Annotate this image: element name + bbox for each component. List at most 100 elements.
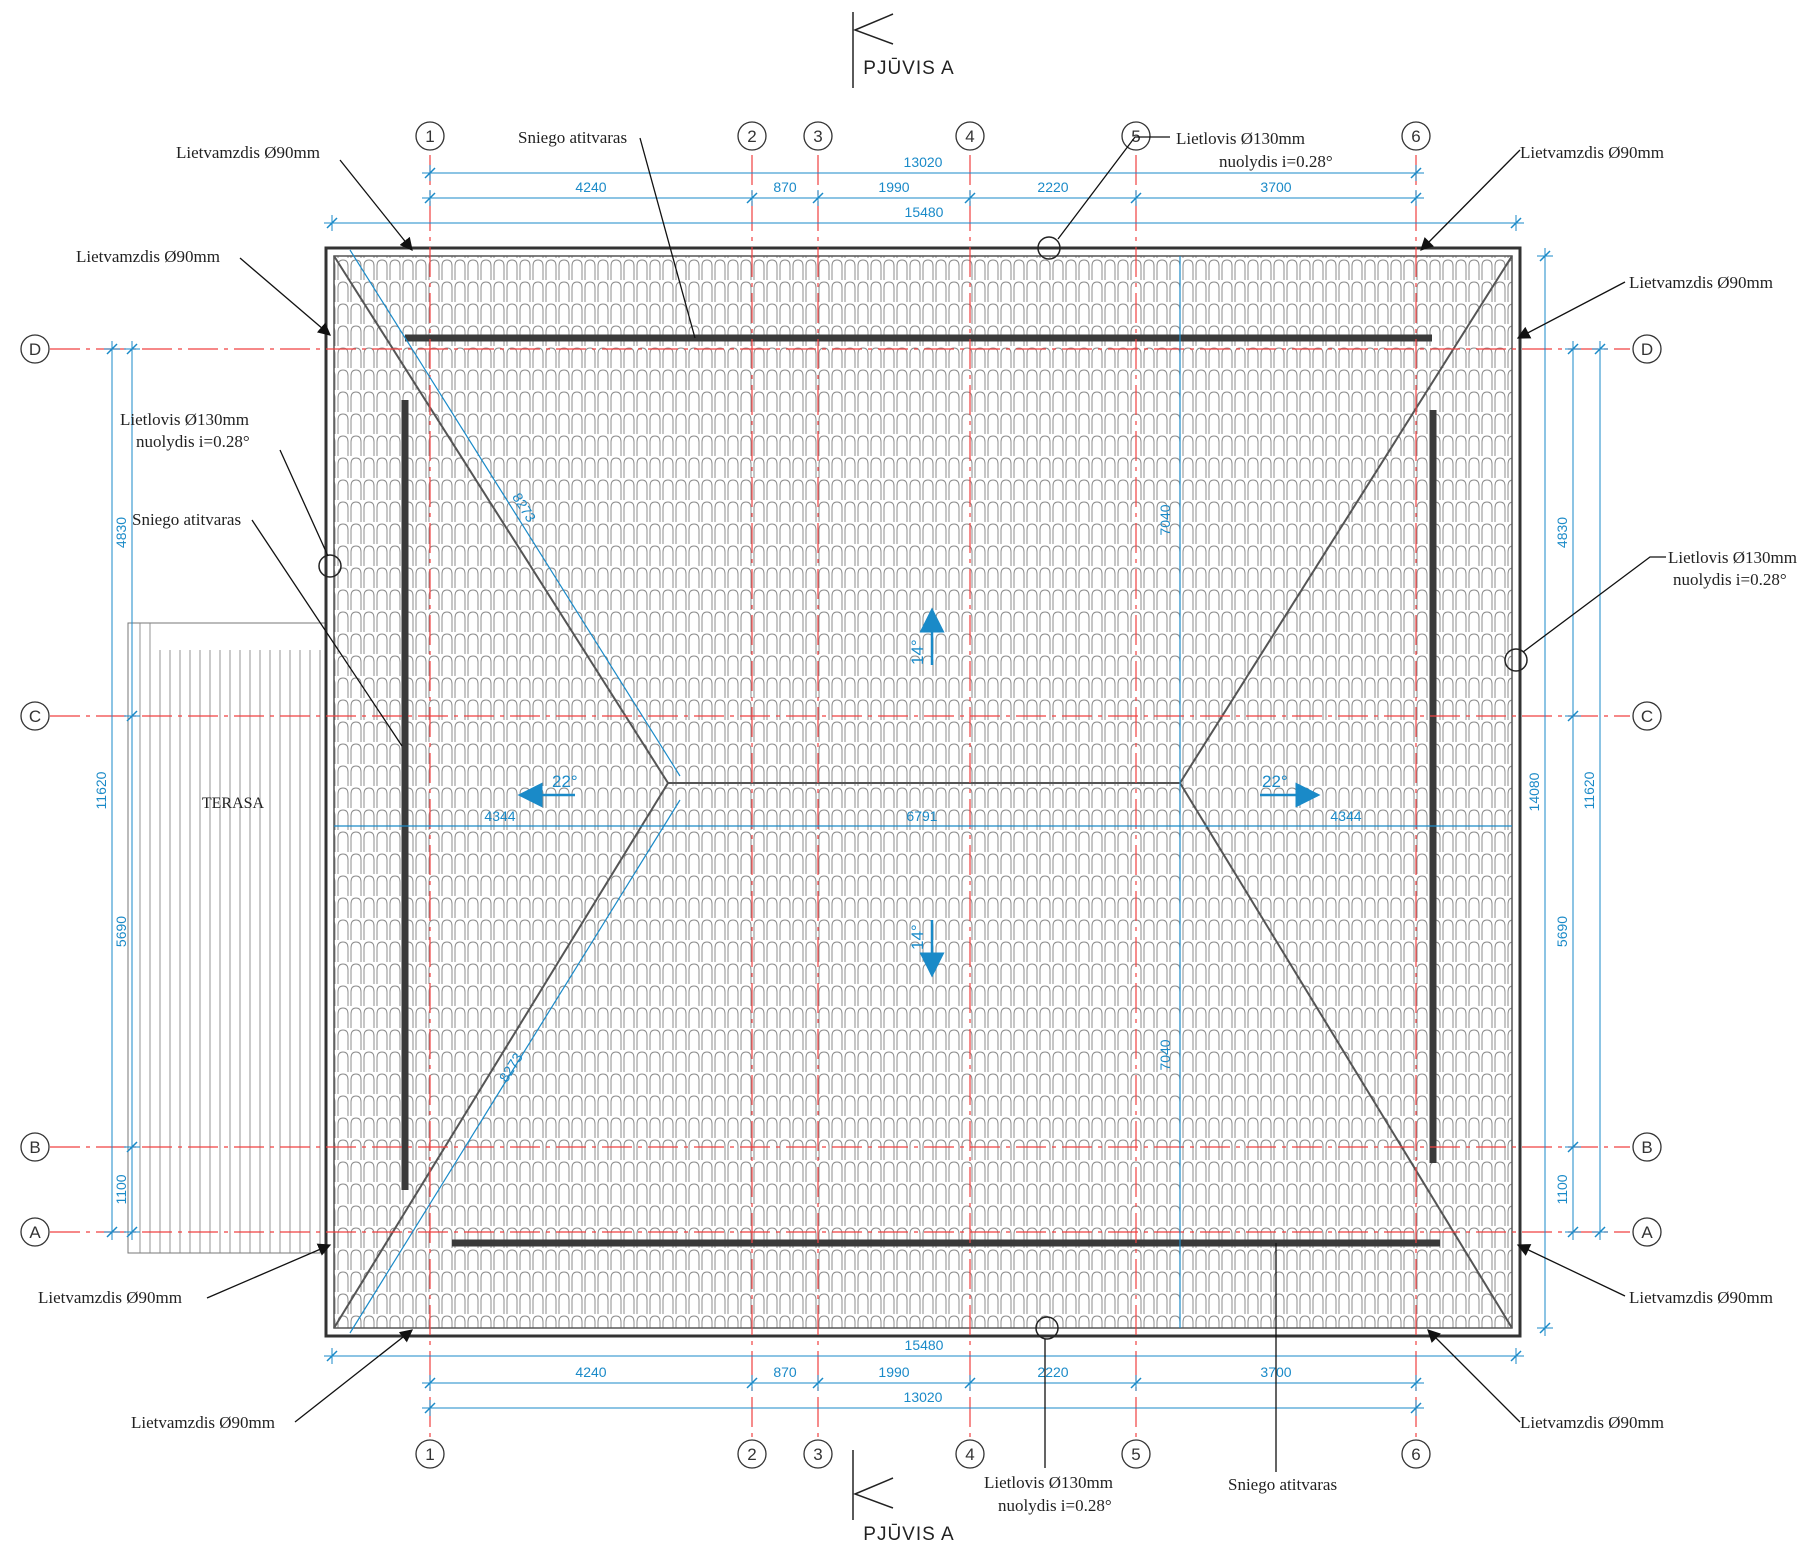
- section-marker-top: PJŪVIS A: [852, 12, 954, 88]
- callout-gutter-s-line2: nuolydis i=0.28°: [998, 1496, 1112, 1515]
- callout-gutter-w-line1: Lietlovis Ø130mm: [120, 410, 249, 429]
- grid-bubble-5-bottom: [1121, 1439, 1151, 1469]
- dim-right-total-0: 11620: [1581, 771, 1597, 809]
- grid-bubble-1-top: [415, 121, 445, 151]
- grid-bubble-1-bottom: [415, 1439, 445, 1469]
- grid-label-A: A: [29, 1223, 41, 1242]
- dim-ridge-half-top: 7040: [1157, 504, 1173, 535]
- grid-bubble-4-bottom: [955, 1439, 985, 1469]
- grid-bubble-D-left: [20, 334, 50, 364]
- callout-gutter-w-line2: nuolydis i=0.28°: [136, 432, 250, 451]
- grid-label-4: 4: [965, 1445, 974, 1464]
- callout-downpipe-se: Lietvamzdis Ø90mm: [1520, 1413, 1664, 1432]
- dim-bottom-overall-0: 13020: [904, 1389, 943, 1405]
- grid-bubble-C-left: [20, 701, 50, 731]
- callout-downpipe-e-upper: Lietvamzdis Ø90mm: [1629, 273, 1773, 292]
- dim-top-segment-0: 4240: [575, 179, 606, 195]
- callout-snowguard-w: Sniego atitvaras: [132, 510, 241, 529]
- grid-bubble-3-top: [803, 121, 833, 151]
- dim-ridge-half-bottom: 7040: [1157, 1039, 1173, 1070]
- dim-left-segment-2: 1100: [113, 1174, 129, 1204]
- dim-hip-run-left: 4344: [484, 808, 515, 824]
- leader-lines: [206, 136, 1666, 1472]
- dim-top-segment-2: 1990: [878, 179, 909, 195]
- dim-left-segment-1: 5690: [113, 916, 129, 947]
- dim-top-segment-1: 870: [773, 179, 797, 195]
- grid-label-1: 1: [425, 127, 434, 146]
- grid-label-6: 6: [1411, 1445, 1420, 1464]
- callout-gutter-n-line2: nuolydis i=0.28°: [1219, 152, 1333, 171]
- grid-label-2: 2: [747, 127, 756, 146]
- grid-label-B: B: [1641, 1138, 1652, 1157]
- terrace: TERASA: [127, 622, 329, 1254]
- dim-bottom-segment-3: 2220: [1037, 1364, 1068, 1380]
- callout-downpipe-w-upper: Lietvamzdis Ø90mm: [76, 247, 220, 266]
- grid-bubble-4-top: [955, 121, 985, 151]
- slope-label-north: 14°: [908, 639, 927, 665]
- grid-bubble-B-right: [1632, 1132, 1662, 1162]
- grid-bubble-6-top: [1401, 121, 1431, 151]
- dim-right-segment-2: 1100: [1554, 1174, 1570, 1204]
- callout-downpipe-ne: Lietvamzdis Ø90mm: [1520, 143, 1664, 162]
- grid-bubble-2-top: [737, 121, 767, 151]
- dimension-lines: 13020 4240 870 1990 2220 3700 15480 15480 4240 87…: [93, 154, 1608, 1416]
- roof: [324, 246, 1522, 1338]
- section-label-bottom: PJŪVIS A: [863, 1524, 954, 1544]
- grid-label-1: 1: [425, 1445, 434, 1464]
- callout-downpipe-nw: Lietvamzdis Ø90mm: [176, 143, 320, 162]
- dim-bottom-outer-0: 15480: [905, 1337, 944, 1353]
- grid-label-A: A: [1641, 1223, 1653, 1242]
- grid-label-3: 3: [813, 1445, 822, 1464]
- grid-label-4: 4: [965, 127, 974, 146]
- grid-label-5: 5: [1131, 1445, 1140, 1464]
- grid-bubble-C-right: [1632, 701, 1662, 731]
- grid-horizontal: D D C C B B A A: [20, 334, 1662, 1247]
- callout-downpipe-sw: Lietvamzdis Ø90mm: [131, 1413, 275, 1432]
- grid-bubble-A-right: [1632, 1217, 1662, 1247]
- slope-label-south: 14°: [908, 924, 927, 950]
- section-marker-bottom: PJŪVIS A: [852, 1450, 954, 1544]
- dim-top-outer-0: 15480: [905, 204, 944, 220]
- dim-left-segment-0: 4830: [113, 517, 129, 548]
- slope-label-east: 22°: [1262, 772, 1288, 791]
- grid-label-C: C: [1641, 707, 1653, 726]
- callout-gutter-s-line1: Lietlovis Ø130mm: [984, 1473, 1113, 1492]
- grid-label-3: 3: [813, 127, 822, 146]
- grid-bubble-2-bottom: [737, 1439, 767, 1469]
- dim-right-segment-1: 5690: [1554, 916, 1570, 947]
- grid-bubble-6-bottom: [1401, 1439, 1431, 1469]
- dim-top-segment-3: 2220: [1037, 179, 1068, 195]
- dim-top-overall-0: 13020: [904, 154, 943, 170]
- grid-label-2: 2: [747, 1445, 756, 1464]
- callout-downpipe-w-lower: Lietvamzdis Ø90mm: [38, 1288, 182, 1307]
- slope-arrows: 14° 14° 22° 22°: [517, 607, 1321, 978]
- grid-label-C: C: [29, 707, 41, 726]
- dim-bottom-segment-1: 870: [773, 1364, 797, 1380]
- callout-downpipe-e-lower: Lietvamzdis Ø90mm: [1629, 1288, 1773, 1307]
- section-label-top: PJŪVIS A: [863, 58, 954, 79]
- grid-label-B: B: [29, 1138, 40, 1157]
- slope-label-west: 22°: [552, 772, 578, 791]
- dim-right-outer-0: 14080: [1526, 772, 1542, 811]
- grid-bubble-D-right: [1632, 334, 1662, 364]
- dim-hip-run-right: 4344: [1330, 808, 1361, 824]
- grid-bubble-A-left: [20, 1217, 50, 1247]
- callouts: Lietvamzdis Ø90mm Lietvamzdis Ø90mm Liet…: [38, 128, 1797, 1515]
- snow-guards: [401, 334, 1440, 1247]
- terrace-label: TERASA: [202, 795, 265, 812]
- grid-label-6: 6: [1411, 127, 1420, 146]
- dim-bottom-segment-2: 1990: [878, 1364, 909, 1380]
- callout-snowguard-s: Sniego atitvaras: [1228, 1475, 1337, 1494]
- callout-snowguard-n: Sniego atitvaras: [518, 128, 627, 147]
- dim-ridge-length: 6791: [906, 808, 937, 824]
- grid-bubble-3-bottom: [803, 1439, 833, 1469]
- dim-bottom-segment-0: 4240: [575, 1364, 606, 1380]
- dim-left-total-0: 11620: [93, 771, 109, 809]
- grid-bubble-5-top: [1121, 121, 1151, 151]
- dim-top-segment-4: 3700: [1260, 179, 1291, 195]
- callout-gutter-e-line2: nuolydis i=0.28°: [1673, 570, 1787, 589]
- callout-gutter-n-line1: Lietlovis Ø130mm: [1176, 129, 1305, 148]
- dim-right-segment-0: 4830: [1554, 517, 1570, 548]
